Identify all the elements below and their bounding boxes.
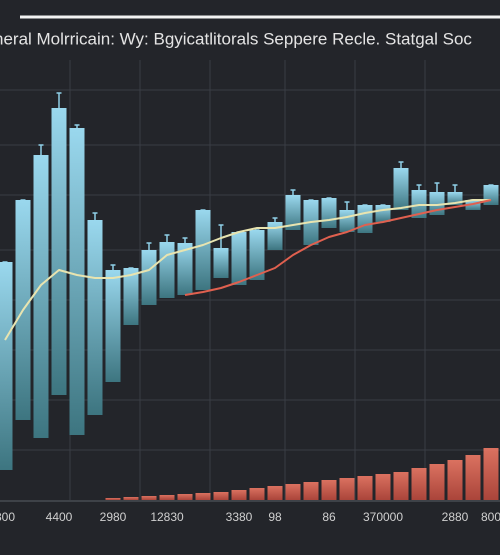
range-bar [177, 243, 193, 295]
range-bar [357, 205, 373, 233]
range-bar [0, 262, 13, 470]
volume-bar [285, 484, 301, 500]
range-bar [159, 242, 175, 298]
range-bar [393, 168, 409, 210]
chart-title: neral Molrricain: Wy: Bgyicatlitorals Se… [0, 29, 472, 48]
x-tick-label: 2980 [100, 510, 127, 524]
range-bar [321, 198, 337, 228]
volume-bar [447, 460, 463, 500]
trend-line [184, 199, 492, 296]
range-bar [51, 108, 67, 395]
range-bar [249, 230, 265, 280]
range-bar [87, 220, 103, 415]
range-bar [195, 210, 211, 290]
volume-bar [195, 493, 211, 500]
x-tick-label: 800 [481, 510, 500, 524]
volume-bar [393, 472, 409, 500]
volume-bar [267, 486, 283, 500]
range-bar [213, 248, 229, 278]
volume-bar [213, 492, 229, 500]
volume-bar [357, 476, 373, 500]
x-tick-label: 4400 [46, 510, 73, 524]
x-tick-label: 370000 [363, 510, 403, 524]
volume-bar [483, 448, 499, 500]
x-tick-label: 98 [268, 510, 282, 524]
volume-bar [159, 495, 175, 500]
volume-bar [411, 468, 427, 500]
range-bar [123, 268, 139, 325]
range-bar [285, 195, 301, 230]
x-tick-label: 800 [0, 510, 15, 524]
x-tick-label: 12830 [150, 510, 184, 524]
volume-bar [429, 464, 445, 500]
volume-bar [249, 488, 265, 500]
volume-bar [321, 480, 337, 500]
trend-line [4, 199, 491, 341]
volume-bar [231, 490, 247, 500]
volume-bar [303, 482, 319, 500]
volume-bar [339, 478, 355, 500]
x-tick-label: 86 [322, 510, 336, 524]
volume-bar [375, 474, 391, 500]
range-bar [33, 155, 49, 438]
volume-bar [177, 494, 193, 500]
range-bar [105, 270, 121, 382]
range-bar [231, 232, 247, 285]
x-tick-label: 2880 [442, 510, 469, 524]
volume-bar [105, 498, 121, 500]
range-bar [69, 128, 85, 435]
range-bar [339, 210, 355, 232]
volume-bar [141, 496, 157, 500]
volume-bar [465, 455, 481, 500]
range-bar [375, 205, 391, 222]
volume-bar [123, 497, 139, 500]
x-tick-label: 3380 [226, 510, 253, 524]
range-bar [141, 250, 157, 305]
